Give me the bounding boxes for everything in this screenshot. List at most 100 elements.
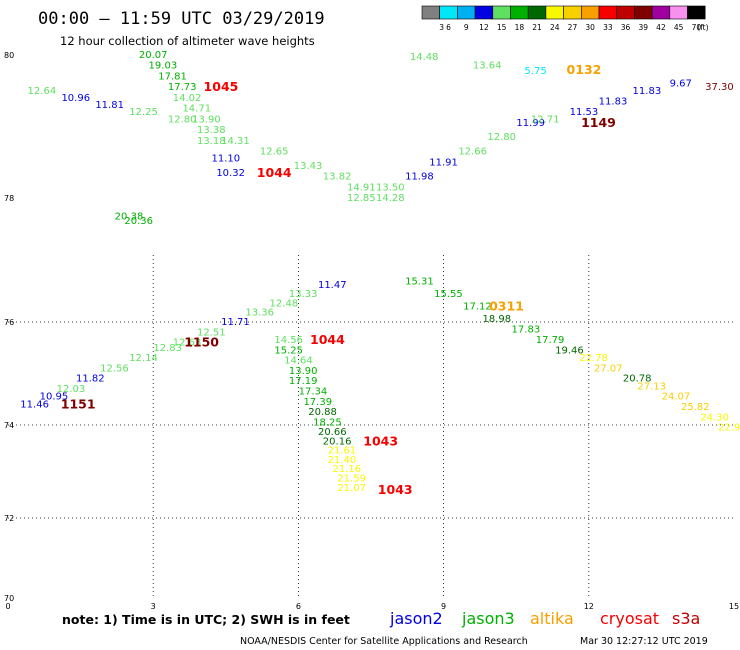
plot-area: 0 3 6 9 12 15 70 72 74 76 78 80 12.64 10.96 11.81 12.25…: [4, 50, 740, 611]
colorbar-swatch: [457, 5, 476, 20]
swh-value-label: 14.64: [284, 356, 313, 367]
swh-value-label: 20.16: [323, 436, 352, 447]
satellite-legend: jason2 jason3 altika cryosat s3a: [389, 609, 700, 628]
swh-value-label: 15.25: [274, 345, 303, 356]
x-tick-label: 6: [296, 602, 301, 611]
swh-value-label: 13.18: [197, 136, 226, 147]
swh-value-label: 12.83: [153, 343, 182, 354]
swh-value-label: 14.28: [376, 193, 405, 204]
swh-value-label: 21.16: [332, 464, 361, 475]
colorbar-label: 27: [568, 23, 578, 32]
swh-value-label: 17.79: [536, 335, 565, 346]
x-tick-label: 3: [151, 602, 156, 611]
legend-jason3: jason3: [461, 609, 515, 628]
pass-time-label: 1044: [310, 332, 345, 347]
swh-value-label: 20.78: [623, 374, 652, 385]
swh-value-label: 21.07: [337, 483, 366, 494]
swh-value-label: 12.66: [458, 147, 487, 158]
swh-value-label: 11.81: [95, 100, 124, 111]
swh-value-label: 12.64: [28, 86, 57, 97]
swh-value-label: 10.95: [40, 392, 69, 403]
swh-value-label: 14.31: [221, 136, 250, 147]
swh-value-label: 13.90: [289, 366, 318, 377]
swh-value-label: 21.59: [337, 473, 366, 484]
pass-time-label: 1043: [363, 433, 398, 448]
swh-value-label: 5.75: [524, 66, 546, 77]
swh-value-label: 15.55: [434, 289, 463, 300]
colorbar-label: 6: [446, 23, 451, 32]
colorbar-swatch: [651, 5, 671, 20]
swh-value-label: 10.96: [61, 93, 90, 104]
units-note: note: 1) Time is in UTC; 2) SWH is in fe…: [62, 612, 350, 627]
credit-line: NOAA/NESDIS Center for Satellite Applica…: [240, 636, 528, 647]
pass-time-label: 1150: [184, 335, 219, 350]
swh-value-label: 13.38: [197, 125, 226, 136]
swh-value-label: 11.91: [429, 157, 458, 168]
generated-timestamp: Mar 30 12:27:12 UTC 2019: [580, 636, 708, 647]
swh-value-label: 17.73: [168, 82, 197, 93]
x-tick-label: 15: [729, 602, 739, 611]
swh-value-label: 11.83: [633, 86, 662, 97]
colorbar-label: 9: [464, 23, 469, 32]
swh-value-label: 20.38: [115, 212, 144, 223]
swh-value-label: 27.13: [637, 381, 666, 392]
legend-cryosat: cryosat: [600, 609, 659, 628]
swh-value-label: 21.61: [328, 446, 357, 457]
swh-value-label: 22.9: [718, 422, 740, 433]
swh-value-label: 22.78: [579, 353, 608, 364]
swh-value-label: 24.07: [662, 392, 691, 403]
swh-value-label: 17.81: [158, 71, 187, 82]
colorbar-label: 12: [479, 23, 489, 32]
swh-value-label: 13.90: [192, 114, 221, 125]
y-tick-label: 80: [4, 51, 14, 60]
swh-value-label: 11.99: [516, 118, 545, 129]
colorbar-swatch: [510, 5, 529, 20]
colorbar-swatch: [474, 5, 494, 20]
swh-value-label: 13.36: [245, 308, 274, 319]
colorbar-swatch: [669, 5, 688, 20]
colorbar-label: 33: [603, 23, 613, 32]
swh-value-label: 12.65: [260, 147, 289, 158]
colorbar-label: 70: [692, 23, 702, 32]
swh-value-label: 25.82: [681, 402, 710, 413]
swh-value-label: 12.80: [487, 132, 516, 143]
colorbar-swatch: [598, 5, 618, 20]
swh-value-label: 13.43: [294, 161, 323, 172]
pass-time-label: 1149: [581, 115, 616, 130]
swh-value-label: 14.48: [410, 52, 439, 63]
swh-value-label: 11.10: [211, 154, 240, 165]
swh-value-label: 20.88: [308, 407, 337, 418]
swh-value-label: 19.03: [149, 61, 178, 72]
colorbar-swatch: [492, 5, 511, 20]
colorbar-label: 36: [621, 23, 631, 32]
x-tick-label: 0: [5, 602, 10, 611]
y-tick-label: 76: [4, 318, 14, 327]
swh-value-label: 12.51: [197, 327, 226, 338]
swh-value-label: 11.53: [570, 107, 599, 118]
swh-value-label: 12.48: [270, 298, 299, 309]
colorbar-swatch: [439, 5, 458, 20]
colorbar-label: 39: [638, 23, 648, 32]
swh-value-label: 20.07: [139, 50, 168, 61]
swh-value-label: 11.82: [76, 374, 105, 385]
colorbar-label: 42: [656, 23, 666, 32]
y-tick-label: 78: [4, 194, 14, 203]
colorbar-unit: (ft): [697, 23, 708, 32]
swh-value-label: 17.83: [512, 325, 541, 336]
pass-time-label: 1151: [61, 396, 96, 411]
swh-value-label: 10.32: [216, 168, 245, 179]
swh-value-label: 12.14: [129, 353, 158, 364]
swh-value-label: 15.31: [405, 277, 434, 288]
swh-value-label: 13.50: [376, 182, 405, 193]
swh-value-label: 20.36: [124, 216, 153, 227]
colorbar-label: 21: [532, 23, 542, 32]
swh-value-label: 14.02: [173, 93, 202, 104]
y-tick-label: 70: [4, 594, 14, 603]
swh-value-label: 12.71: [531, 114, 560, 125]
colorbar-legend: 6 9 12 15 18 21 24 27 30 33 36 39 42 45 70(ft) 3: [421, 5, 709, 32]
colorbar-label: 24: [550, 23, 560, 32]
swh-value-label: 12.63: [173, 338, 202, 349]
swh-value-label: 17.19: [289, 376, 318, 387]
colorbar-label: 15: [497, 23, 507, 32]
colorbar-swatch: [421, 5, 441, 20]
